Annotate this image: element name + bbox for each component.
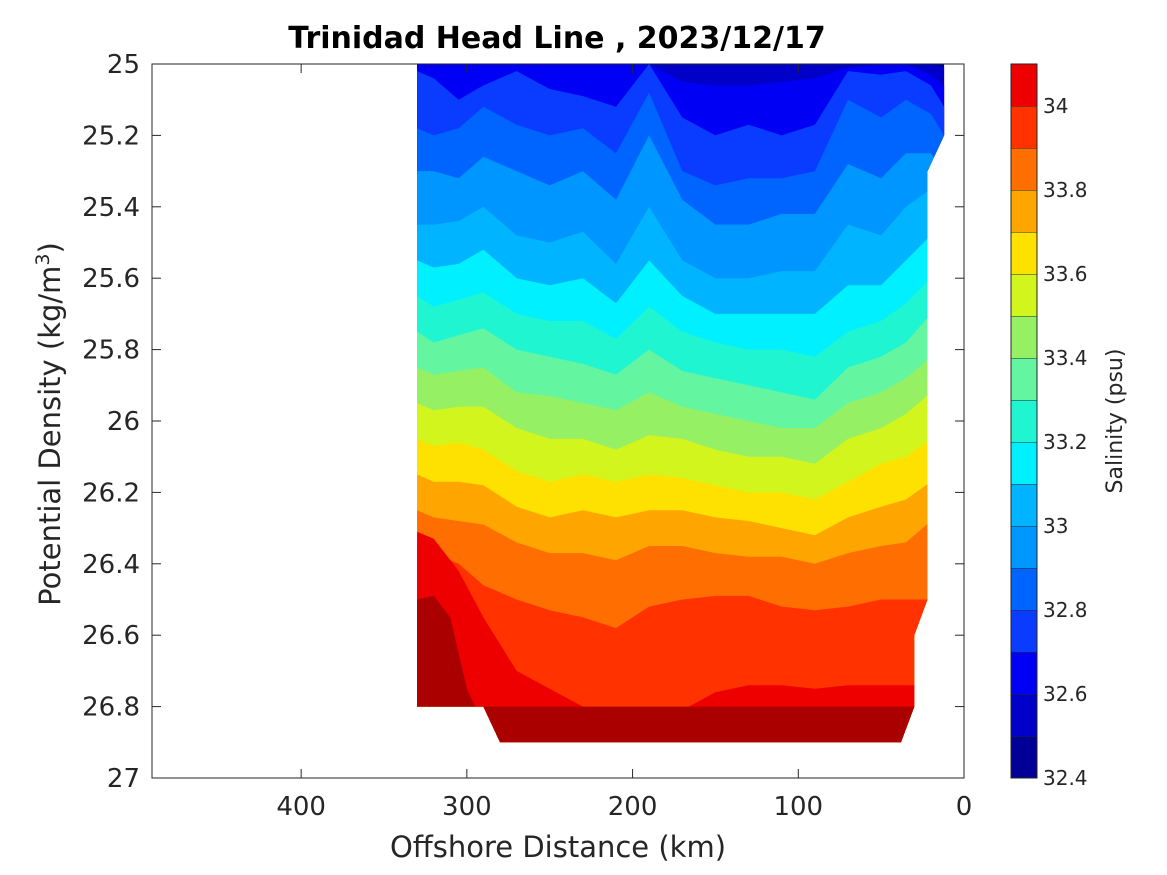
colorbar-swatch (1011, 484, 1037, 526)
colorbar-swatch (1011, 568, 1037, 610)
x-tick-label: 400 (276, 792, 326, 822)
y-axis-label-sup: 3 (32, 253, 54, 265)
y-axis-label-close: ) (33, 242, 67, 253)
y-tick-label: 25.4 (82, 193, 140, 223)
y-axis-label: Potential Density (kg/m3) (32, 242, 67, 606)
colorbar-swatch (1011, 694, 1037, 736)
colorbar-swatch (1011, 610, 1037, 652)
y-tick-label: 26.2 (82, 478, 140, 508)
colorbar-swatch (1011, 442, 1037, 484)
contour-fills (417, 64, 945, 743)
colorbar-swatch (1011, 652, 1037, 694)
colorbar-tick-label: 33.2 (1043, 430, 1088, 454)
colorbar-tick-label: 33.6 (1043, 262, 1088, 286)
y-axis-label-main: Potential Density (kg/m (33, 266, 67, 606)
colorbar-swatch (1011, 148, 1037, 190)
colorbar-tick-label: 33.4 (1043, 346, 1088, 370)
colorbar-tick-label: 32.8 (1043, 598, 1088, 622)
colorbar-frame (1010, 63, 1038, 779)
y-tick-label: 26.6 (82, 621, 140, 651)
colorbar-swatch (1011, 400, 1037, 442)
colorbar: 34 33.8 33.6 33.4 33.2 33 32.8 32.6 32.4 (1010, 63, 1088, 790)
colorbar-tick-label: 34 (1043, 94, 1068, 118)
y-tick-label: 27 (107, 764, 140, 794)
x-axis-label: Offshore Distance (km) (390, 830, 726, 864)
contour-band (417, 595, 945, 743)
colorbar-label: Salinity (psu) (1103, 349, 1128, 494)
colorbar-swatch (1011, 190, 1037, 232)
x-tick-label: 100 (773, 792, 823, 822)
x-tick-label: 300 (442, 792, 492, 822)
chart-title: Trinidad Head Line , 2023/12/17 (288, 21, 825, 56)
x-tick-label: 0 (956, 792, 973, 822)
colorbar-swatch (1011, 106, 1037, 148)
colorbar-tick-label: 32.4 (1043, 766, 1088, 790)
y-tick-label: 25.2 (82, 121, 140, 151)
y-axis: 25 25.2 25.4 25.6 25.8 26 26.2 26.4 26.6 26.8 27 (82, 50, 964, 794)
colorbar-swatch (1011, 274, 1037, 316)
x-axis: 400 300 200 100 0 (276, 64, 972, 822)
colorbar-tick-label: 33.8 (1043, 178, 1088, 202)
x-tick-label: 200 (608, 792, 658, 822)
colorbar-swatch (1011, 232, 1037, 274)
y-tick-label: 26 (107, 407, 140, 437)
y-tick-label: 25 (107, 50, 140, 80)
colorbar-swatch (1011, 736, 1037, 778)
colorbar-swatch (1011, 64, 1037, 106)
colorbar-tick-label: 33 (1043, 514, 1068, 538)
y-tick-label: 26.8 (82, 693, 140, 723)
colorbar-swatch (1011, 526, 1037, 568)
y-tick-label: 26.4 (82, 550, 140, 580)
colorbar-tick-label: 32.6 (1043, 682, 1088, 706)
y-tick-label: 25.8 (82, 336, 140, 366)
y-tick-label: 25.6 (82, 264, 140, 294)
colorbar-swatch (1011, 358, 1037, 400)
colorbar-swatch (1011, 316, 1037, 358)
